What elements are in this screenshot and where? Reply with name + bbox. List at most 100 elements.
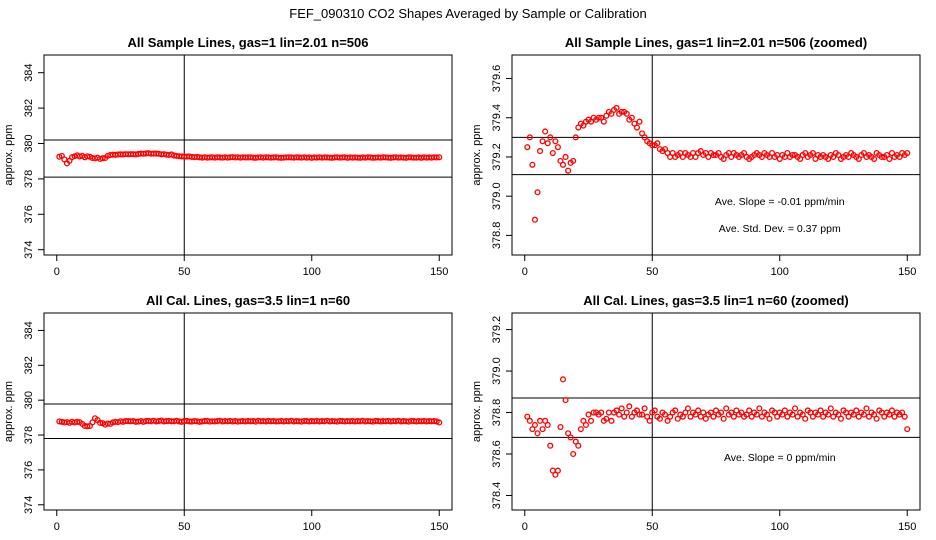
data-point (904, 149, 911, 157)
data-point (718, 409, 725, 416)
annotation-text: Ave. Std. Dev. = 0.37 ppm (719, 223, 841, 235)
data-point (756, 405, 763, 412)
y-tick-label: 382 (23, 356, 35, 374)
data-point (84, 423, 91, 430)
data-point (572, 438, 579, 445)
plot-frame (511, 312, 921, 511)
data-point (899, 409, 906, 416)
y-tick-label: 374 (23, 241, 35, 259)
x-tick-label: 100 (771, 266, 789, 278)
x-tick-label: 0 (522, 521, 528, 533)
data-point (547, 134, 554, 141)
data-point (633, 124, 640, 131)
data-point (651, 407, 658, 414)
data-point (536, 148, 544, 155)
panel-title: All Sample Lines, gas=1 lin=2.01 n=506 (… (565, 35, 867, 50)
y-tick-label: 379.6 (491, 65, 503, 93)
data-point (557, 424, 564, 431)
data-point (820, 413, 827, 420)
data-point (766, 415, 773, 422)
y-axis-label: approx. ppm (3, 381, 15, 442)
x-tick-label: 0 (54, 266, 60, 278)
data-point (855, 413, 862, 420)
x-tick-label: 150 (430, 521, 448, 533)
figure-title: FEF_090310 CO2 Shapes Averaged by Sample… (289, 6, 646, 21)
data-point (743, 411, 750, 418)
data-point (554, 467, 561, 474)
data-point (674, 415, 681, 422)
data-point (827, 405, 834, 412)
data-point (618, 108, 625, 115)
data-point (608, 417, 615, 424)
panel-title: All Cal. Lines, gas=3.5 lin=1 n=60 (zoom… (583, 293, 849, 308)
data-point (728, 409, 735, 416)
data-point (794, 413, 801, 420)
data-point (542, 417, 549, 424)
chart-panel-4: All Cal. Lines, gas=3.5 lin=1 n=60 (zoom… (471, 293, 921, 533)
data-point (559, 376, 567, 383)
data-point (837, 415, 844, 422)
data-point (825, 411, 832, 418)
data-point (830, 413, 837, 420)
data-point (781, 407, 788, 414)
y-tick-label: 378.4 (491, 482, 503, 510)
data-point (850, 411, 857, 418)
data-point (636, 411, 643, 418)
y-tick-label: 378 (23, 170, 35, 188)
data-point (687, 413, 694, 420)
data-point (697, 413, 704, 420)
data-point (575, 442, 582, 449)
data-point (590, 409, 597, 416)
data-point (904, 426, 911, 433)
data-point (572, 134, 579, 141)
data-point (661, 411, 669, 418)
data-point (817, 407, 824, 414)
data-point (605, 409, 612, 416)
data-point (710, 151, 717, 159)
data-point (531, 421, 538, 429)
data-point (570, 450, 577, 458)
x-tick-label: 0 (522, 266, 528, 278)
data-point (552, 471, 559, 478)
y-tick-label: 379.4 (491, 104, 503, 132)
data-point (628, 413, 635, 420)
data-point (774, 413, 781, 420)
data-point (529, 426, 536, 433)
x-tick-label: 150 (430, 266, 448, 278)
data-point (524, 144, 531, 151)
data-point (84, 153, 91, 160)
data-point (74, 418, 81, 425)
data-point (567, 434, 574, 441)
x-tick-label: 100 (303, 266, 321, 278)
data-point (562, 153, 569, 161)
x-tick-label: 50 (178, 266, 190, 278)
data-point (539, 426, 546, 433)
data-point (565, 430, 572, 437)
data-point (791, 405, 799, 412)
data-point (641, 405, 648, 412)
data-point (720, 415, 727, 422)
data-point (700, 409, 707, 416)
data-point (595, 114, 602, 121)
data-point (628, 114, 635, 121)
y-tick-label: 378 (23, 426, 35, 444)
data-point (547, 442, 554, 449)
data-point (733, 407, 740, 414)
y-axis-label: approx. ppm (471, 124, 483, 185)
data-point (809, 413, 816, 420)
data-point (702, 415, 709, 422)
data-point (616, 411, 623, 418)
data-point (526, 417, 533, 424)
data-point (865, 413, 873, 420)
data-point (684, 405, 691, 412)
y-axis-label: approx. ppm (3, 124, 15, 185)
annotation-text: Ave. Slope = 0 ppm/min (724, 452, 836, 464)
data-point (526, 134, 533, 141)
data-point (436, 154, 443, 161)
data-point (730, 413, 737, 420)
y-tick-label: 378.8 (491, 222, 503, 250)
data-point (873, 415, 880, 422)
data-point (613, 104, 620, 111)
y-tick-label: 379.2 (491, 143, 503, 171)
